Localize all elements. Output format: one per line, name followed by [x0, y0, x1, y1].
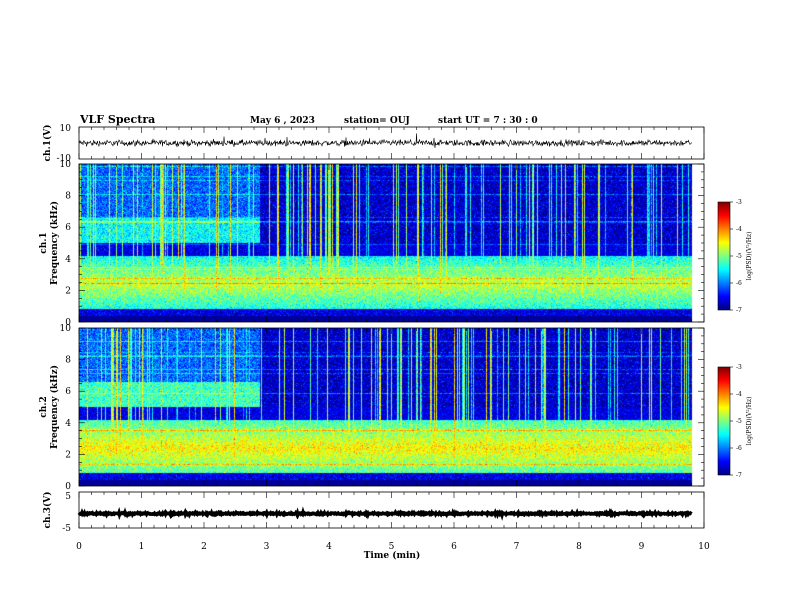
ch2-colorbar: -3 -4 -5 -6 -7 log(PSD)(V²/Hz)	[717, 364, 753, 479]
ylab1-label-0: 0	[65, 318, 71, 328]
chart-title: VLF Spectra	[79, 113, 155, 126]
ch3-ytick-top: 5	[65, 492, 71, 502]
ch2-spectrogram-panel: 0 2 4 6 8 10 ch.2 Frequency (kHz)	[39, 324, 705, 492]
ch3-waveform-ylabel: ch.3(V)	[42, 492, 53, 529]
x-tick-label-8: 8	[576, 542, 582, 552]
x-tick-label-0: 0	[76, 542, 82, 552]
station-label: station= OUJ	[344, 116, 410, 126]
ylab1-label-1: 2	[65, 286, 71, 296]
cb1-label-3: -6	[736, 280, 742, 287]
x-tick-label-2: 2	[201, 542, 207, 552]
cb2-label-4: -7	[736, 472, 742, 479]
ch1-waveform-ylabel: ch.1(V)	[42, 125, 53, 162]
ch3-ytick-bottom: -5	[62, 524, 71, 534]
ch1-spectrogram-ylabel-frequency: Frequency (kHz)	[49, 201, 60, 285]
cb2-label-0: -3	[736, 364, 742, 371]
ch2-colorbar-label: log(PSD)(V²/Hz)	[746, 397, 753, 446]
x-tick-label-5: 5	[389, 542, 395, 552]
ch1-waveform-line	[78, 133, 692, 148]
cb1-label-4: -7	[736, 307, 742, 314]
cb2-label-2: -5	[736, 418, 742, 425]
ch2-spectrogram-ylabel-frequency: Frequency (kHz)	[49, 365, 60, 449]
x-tick-label-10: 10	[698, 542, 710, 552]
x-tick-label-1: 1	[139, 542, 145, 552]
cb2-label-1: -4	[736, 391, 742, 398]
x-tick-label-9: 9	[639, 542, 645, 552]
cb1-label-2: -5	[736, 253, 742, 260]
ylab1-label-5: 10	[60, 160, 72, 170]
x-tick-label-3: 3	[264, 542, 270, 552]
ylab1-label-3: 6	[65, 223, 71, 233]
x-tick-label-6: 6	[451, 542, 457, 552]
start-time-label: start UT = 7 : 30 : 0	[438, 116, 538, 126]
ylab1-label-4: 8	[65, 192, 71, 202]
ylab2-label-0: 0	[65, 482, 71, 492]
ch1-colorbar-label: log(PSD)(V²/Hz)	[746, 232, 753, 281]
cb1-label-1: -4	[736, 226, 742, 233]
ch1-ytick-bottom: -10	[57, 154, 72, 164]
x-tick-label-4: 4	[326, 542, 332, 552]
ylab2-label-1: 2	[65, 450, 71, 460]
ch3-waveform-line	[77, 506, 693, 521]
ch2-spectrogram-heatmap	[79, 328, 704, 486]
ylab2-label-5: 10	[60, 324, 72, 334]
cb1-label-0: -3	[736, 199, 742, 206]
date-label: May 6 , 2023	[250, 116, 315, 126]
ch1-spectrogram-ylabel-channel: ch.1	[39, 232, 49, 253]
ylab2-label-3: 6	[65, 387, 71, 397]
ylab1-label-2: 4	[65, 255, 71, 265]
ch1-spectrogram-heatmap	[79, 164, 704, 322]
ch1-ytick-top: 10	[60, 124, 72, 134]
ch1-spectrogram-panel: 0 2 4 6 8 10 ch.1 Frequency (kHz)	[39, 160, 705, 328]
x-axis-label: Time (min)	[364, 550, 421, 561]
ch2-spectrogram-ylabel-channel: ch.2	[39, 396, 49, 417]
x-tick-label-7: 7	[514, 542, 520, 552]
ch1-colorbar: -3 -4 -5 -6 -7 log(PSD)(V²/Hz)	[717, 199, 753, 314]
cb2-label-3: -6	[736, 445, 742, 452]
ylab2-label-4: 8	[65, 356, 71, 366]
ylab2-label-2: 4	[65, 419, 71, 429]
